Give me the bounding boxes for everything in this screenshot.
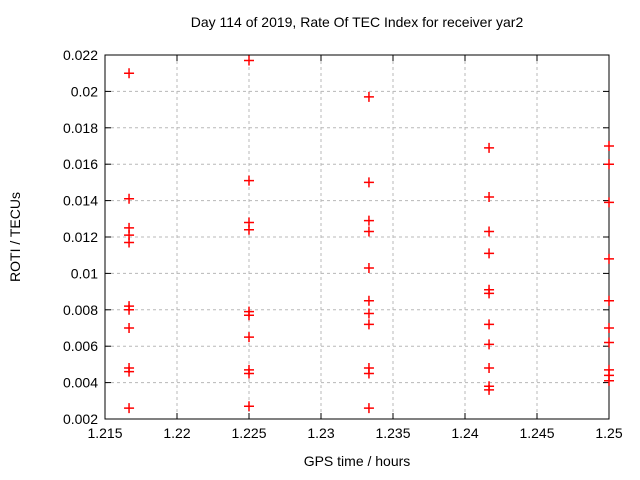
x-tick-label: 1.24 bbox=[451, 425, 478, 441]
y-tick-label: 0.008 bbox=[63, 302, 98, 318]
x-tick-label: 1.235 bbox=[375, 425, 410, 441]
data-point bbox=[363, 368, 374, 379]
y-tick-label: 0.004 bbox=[63, 375, 98, 391]
chart-title: Day 114 of 2019, Rate Of TEC Index for r… bbox=[190, 14, 524, 30]
data-point bbox=[363, 319, 374, 330]
data-point bbox=[604, 337, 614, 348]
data-point bbox=[124, 304, 135, 315]
y-tick-label: 0.006 bbox=[63, 338, 98, 354]
data-point bbox=[363, 262, 374, 273]
data-point bbox=[484, 226, 495, 237]
x-tick-label: 1.245 bbox=[519, 425, 554, 441]
data-point bbox=[484, 384, 495, 395]
data-point bbox=[244, 310, 254, 321]
data-point bbox=[604, 159, 614, 170]
data-point bbox=[244, 55, 254, 66]
x-axis-label: GPS time / hours bbox=[303, 453, 411, 469]
x-tick-label: 1.25 bbox=[595, 425, 622, 441]
data-point bbox=[363, 295, 374, 306]
data-point bbox=[363, 308, 374, 319]
x-tick-label: 1.215 bbox=[87, 425, 122, 441]
data-point bbox=[244, 175, 254, 186]
data-point bbox=[124, 68, 135, 79]
data-point bbox=[484, 319, 495, 330]
data-point bbox=[484, 248, 495, 259]
data-point bbox=[124, 366, 135, 377]
data-point bbox=[124, 403, 135, 414]
data-point bbox=[124, 323, 135, 333]
y-axis-label: ROTI / TECUs bbox=[7, 192, 23, 282]
data-point bbox=[604, 197, 614, 208]
data-point bbox=[604, 141, 614, 151]
y-tick-label: 0.002 bbox=[63, 411, 98, 427]
data-point bbox=[363, 403, 374, 414]
data-point bbox=[124, 237, 135, 248]
y-tick-label: 0.014 bbox=[63, 193, 98, 209]
x-tick-label: 1.225 bbox=[231, 425, 266, 441]
data-point bbox=[244, 224, 254, 235]
y-tick-label: 0.02 bbox=[71, 83, 98, 99]
x-tick-label: 1.23 bbox=[307, 425, 334, 441]
data-point bbox=[604, 323, 614, 333]
data-point bbox=[484, 339, 495, 350]
data-point bbox=[363, 215, 374, 226]
data-point bbox=[604, 375, 614, 386]
data-point bbox=[484, 191, 495, 202]
y-tick-label: 0.018 bbox=[63, 120, 98, 136]
data-point bbox=[124, 193, 135, 204]
data-point bbox=[484, 142, 495, 153]
data-point bbox=[604, 295, 614, 306]
y-tick-label: 0.01 bbox=[71, 265, 98, 281]
data-point bbox=[363, 226, 374, 237]
y-tick-label: 0.012 bbox=[63, 229, 98, 245]
y-tick-label: 0.022 bbox=[63, 47, 98, 63]
data-point bbox=[244, 368, 254, 379]
data-point bbox=[363, 91, 374, 102]
data-point bbox=[244, 332, 254, 343]
data-point bbox=[604, 253, 614, 264]
data-point bbox=[484, 363, 495, 374]
x-tick-label: 1.22 bbox=[163, 425, 190, 441]
data-point bbox=[363, 177, 374, 188]
data-point bbox=[484, 288, 495, 299]
y-tick-label: 0.016 bbox=[63, 156, 98, 172]
data-point bbox=[244, 401, 254, 412]
